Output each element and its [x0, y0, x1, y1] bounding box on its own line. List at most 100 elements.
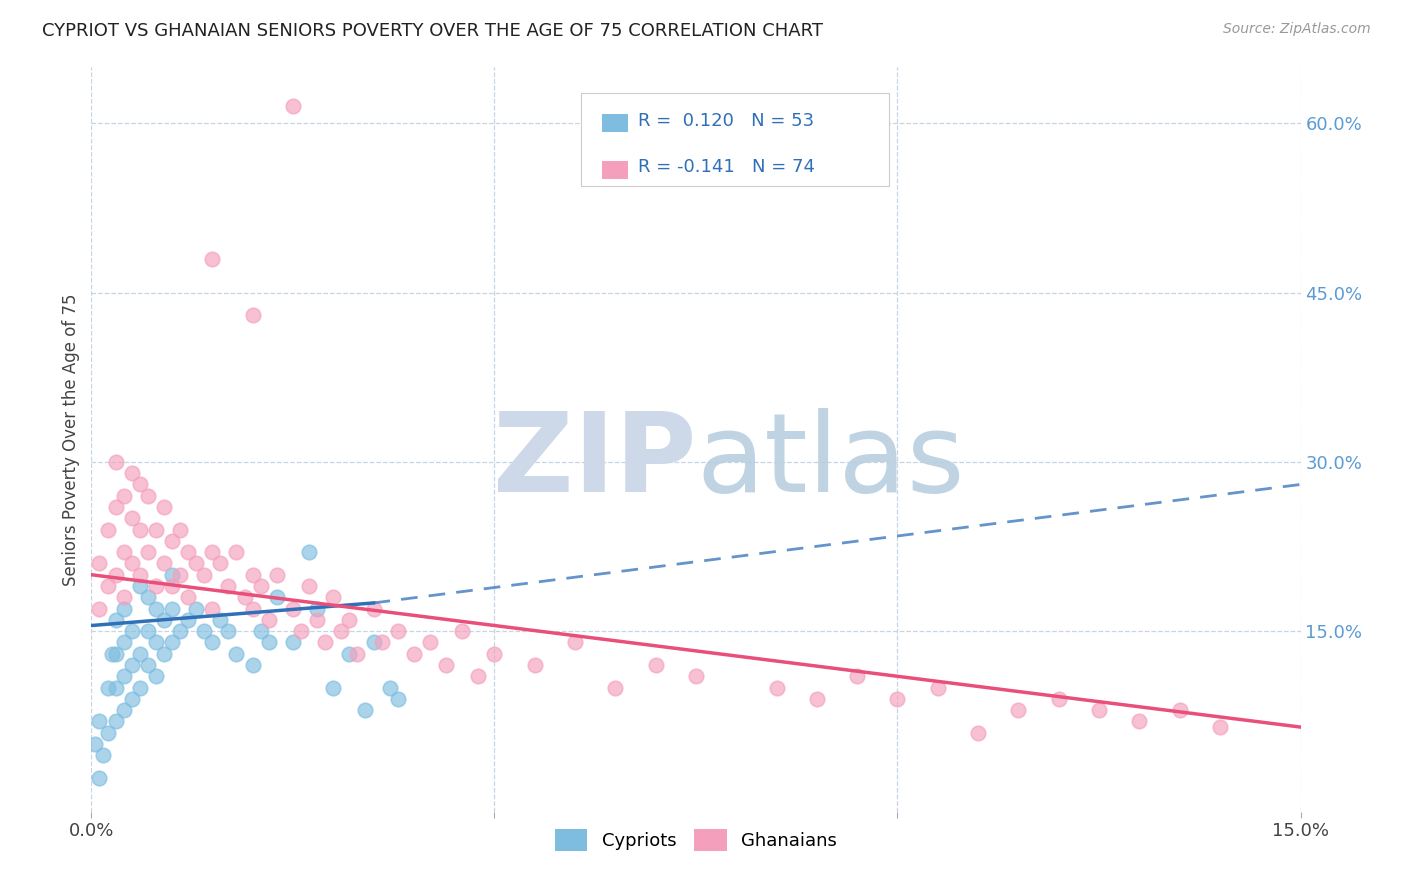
Point: [160, 579, 183, 593]
Point: [434, 658, 457, 673]
Point: [363, 635, 385, 649]
Point: [104, 613, 127, 627]
Point: [136, 545, 159, 559]
Text: R =  0.120   N = 53: R = 0.120 N = 53: [638, 112, 814, 130]
Point: [128, 681, 150, 695]
Point: [128, 567, 150, 582]
Point: [307, 601, 329, 615]
Point: [233, 591, 256, 605]
Point: [169, 523, 191, 537]
Point: [121, 557, 143, 571]
Point: [112, 591, 135, 605]
Point: [281, 99, 304, 113]
Point: [225, 647, 247, 661]
Point: [249, 579, 271, 593]
Point: [523, 658, 546, 673]
Point: [145, 601, 167, 615]
Point: [330, 624, 353, 639]
Point: [145, 669, 167, 683]
Point: [145, 579, 167, 593]
Point: [281, 601, 304, 615]
Point: [112, 635, 135, 649]
Point: [484, 647, 506, 661]
Point: [96, 681, 118, 695]
Point: [765, 681, 787, 695]
Point: [169, 624, 191, 639]
Text: ZIP: ZIP: [492, 409, 696, 516]
Point: [112, 489, 135, 503]
Point: [121, 511, 143, 525]
Point: [354, 703, 377, 717]
Point: [370, 635, 392, 649]
Point: [967, 725, 990, 739]
Point: [160, 567, 183, 582]
Point: [160, 533, 183, 548]
Point: [266, 591, 288, 605]
Point: [145, 523, 167, 537]
Point: [387, 691, 409, 706]
Legend: Cypriots, Ghanaians: Cypriots, Ghanaians: [547, 822, 845, 859]
Text: CYPRIOT VS GHANAIAN SENIORS POVERTY OVER THE AGE OF 75 CORRELATION CHART: CYPRIOT VS GHANAIAN SENIORS POVERTY OVER…: [42, 22, 823, 40]
Point: [217, 579, 239, 593]
Point: [153, 500, 176, 514]
Point: [225, 545, 247, 559]
Point: [128, 647, 150, 661]
Point: [886, 691, 908, 706]
Text: atlas: atlas: [696, 409, 965, 516]
Point: [314, 635, 336, 649]
Point: [1168, 703, 1191, 717]
Point: [128, 579, 150, 593]
Point: [96, 725, 118, 739]
Point: [121, 624, 143, 639]
Point: [104, 455, 127, 469]
Point: [121, 466, 143, 480]
Point: [605, 681, 627, 695]
Point: [266, 567, 288, 582]
Point: [451, 624, 474, 639]
Point: [136, 624, 159, 639]
Point: [153, 557, 176, 571]
Point: [93, 748, 115, 763]
Point: [112, 601, 135, 615]
Point: [104, 567, 127, 582]
Point: [153, 647, 176, 661]
Point: [387, 624, 409, 639]
Point: [136, 489, 159, 503]
Point: [121, 691, 143, 706]
Point: [193, 567, 215, 582]
Point: [419, 635, 441, 649]
Point: [201, 635, 224, 649]
Point: [249, 624, 271, 639]
Text: R = -0.141   N = 74: R = -0.141 N = 74: [638, 159, 815, 177]
Point: [242, 308, 264, 322]
Point: [96, 579, 118, 593]
Point: [217, 624, 239, 639]
Point: [564, 635, 586, 649]
Point: [644, 658, 666, 673]
Point: [1007, 703, 1029, 717]
Point: [209, 613, 232, 627]
FancyBboxPatch shape: [602, 114, 628, 132]
Point: [145, 635, 167, 649]
Point: [257, 635, 280, 649]
Point: [337, 613, 360, 627]
Point: [322, 681, 344, 695]
Point: [242, 658, 264, 673]
Point: [1209, 720, 1232, 734]
Point: [1128, 714, 1150, 729]
Point: [201, 601, 224, 615]
Point: [242, 601, 264, 615]
Point: [136, 658, 159, 673]
Point: [378, 681, 401, 695]
Point: [290, 624, 312, 639]
Point: [160, 601, 183, 615]
Point: [89, 771, 111, 785]
Point: [467, 669, 489, 683]
Point: [337, 647, 360, 661]
FancyBboxPatch shape: [581, 93, 890, 186]
Point: [685, 669, 707, 683]
Point: [806, 691, 828, 706]
Point: [201, 545, 224, 559]
Y-axis label: Seniors Poverty Over the Age of 75: Seniors Poverty Over the Age of 75: [62, 293, 80, 585]
Point: [346, 647, 368, 661]
